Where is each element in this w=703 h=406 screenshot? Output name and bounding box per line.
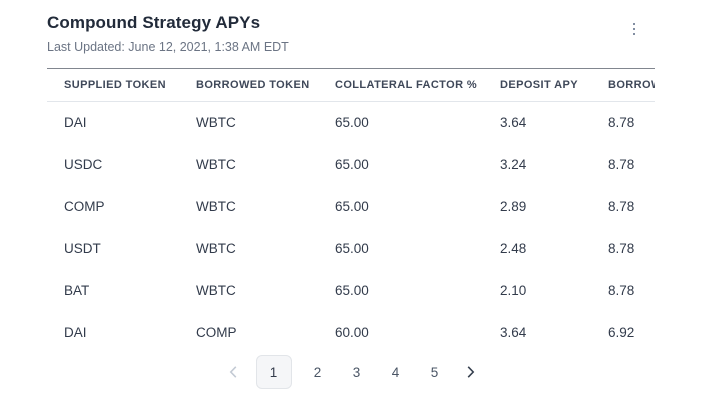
apy-table-container: SUPPLIED TOKEN BORROWED TOKEN COLLATERAL…: [47, 68, 655, 354]
column-header-deposit-apy: DEPOSIT APY: [483, 68, 591, 102]
cell-collateral-factor: 65.00: [335, 115, 369, 131]
cell-deposit-apy: 2.48: [500, 241, 527, 256]
cell-collateral-factor: 65.00: [335, 199, 369, 214]
cell-borrowed-token: WBTC: [196, 115, 236, 131]
cell-collateral-factor: 65.00: [335, 241, 369, 256]
cell-supplied-token: DAI: [64, 325, 87, 340]
column-header-borrow-apy: BORROW APY: [591, 68, 655, 102]
page-button-1[interactable]: 1: [255, 355, 292, 389]
prev-page-button[interactable]: [223, 355, 243, 389]
cell-collateral-factor: 60.00: [335, 325, 369, 340]
table-header-row: SUPPLIED TOKEN BORROWED TOKEN COLLATERAL…: [47, 68, 655, 102]
table-row: USDT WBTC 65.00 2.48 8.78: [47, 228, 655, 270]
table-row: COMP WBTC 65.00 2.89 8.78: [47, 186, 655, 228]
pagination: 1 2 3 4 5: [0, 355, 703, 389]
cell-supplied-token: USDT: [64, 241, 101, 256]
cell-supplied-token: COMP: [64, 199, 105, 214]
chevron-left-icon: [229, 366, 236, 378]
table-row: USDC WBTC 65.00 3.24 8.78: [47, 144, 655, 186]
cell-borrow-apy: 8.78: [608, 283, 635, 298]
chevron-right-icon: [467, 366, 474, 378]
table-row: DAI WBTC 65.00 3.64 8.78: [47, 102, 655, 144]
page-button-4[interactable]: 4: [383, 355, 409, 389]
page-title: Compound Strategy APYs: [47, 13, 261, 32]
apy-table: SUPPLIED TOKEN BORROWED TOKEN COLLATERAL…: [47, 68, 655, 354]
cell-deposit-apy: 2.89: [500, 199, 527, 214]
next-page-button[interactable]: [461, 355, 481, 389]
page-button-5[interactable]: 5: [422, 355, 448, 389]
kebab-menu-button[interactable]: [622, 16, 646, 42]
column-header-collateral-factor: COLLATERAL FACTOR %: [318, 68, 483, 102]
cell-borrow-apy: 8.78: [608, 157, 635, 172]
table-row: BAT WBTC 65.00 2.10 8.78: [47, 270, 655, 312]
cell-deposit-apy: 2.10: [500, 283, 527, 298]
cell-supplied-token: DAI: [64, 115, 87, 131]
cell-borrowed-token: WBTC: [196, 241, 236, 256]
cell-borrow-apy: 8.78: [608, 241, 635, 256]
cell-collateral-factor: 65.00: [335, 157, 369, 172]
page-button-2[interactable]: 2: [305, 355, 331, 389]
cell-deposit-apy: 3.64: [500, 325, 527, 340]
cell-borrow-apy: 8.78: [608, 115, 635, 131]
cell-borrowed-token: WBTC: [196, 283, 236, 298]
kebab-menu-icon: [632, 22, 636, 26]
last-updated-text: Last Updated: June 12, 2021, 1:38 AM EDT: [47, 40, 289, 54]
cell-supplied-token: USDC: [64, 157, 103, 172]
cell-collateral-factor: 65.00: [335, 283, 369, 298]
cell-borrowed-token: WBTC: [196, 157, 236, 172]
cell-borrowed-token: WBTC: [196, 199, 236, 214]
column-header-supplied-token: SUPPLIED TOKEN: [47, 68, 179, 102]
cell-borrowed-token: COMP: [196, 325, 237, 340]
table-row: DAI COMP 60.00 3.64 6.92: [47, 312, 655, 354]
cell-borrow-apy: 6.92: [608, 325, 635, 340]
cell-deposit-apy: 3.24: [500, 157, 527, 172]
cell-deposit-apy: 3.64: [500, 115, 527, 131]
page-button-3[interactable]: 3: [344, 355, 370, 389]
cell-borrow-apy: 8.78: [608, 199, 635, 214]
column-header-borrowed-token: BORROWED TOKEN: [179, 68, 318, 102]
cell-supplied-token: BAT: [64, 283, 90, 298]
